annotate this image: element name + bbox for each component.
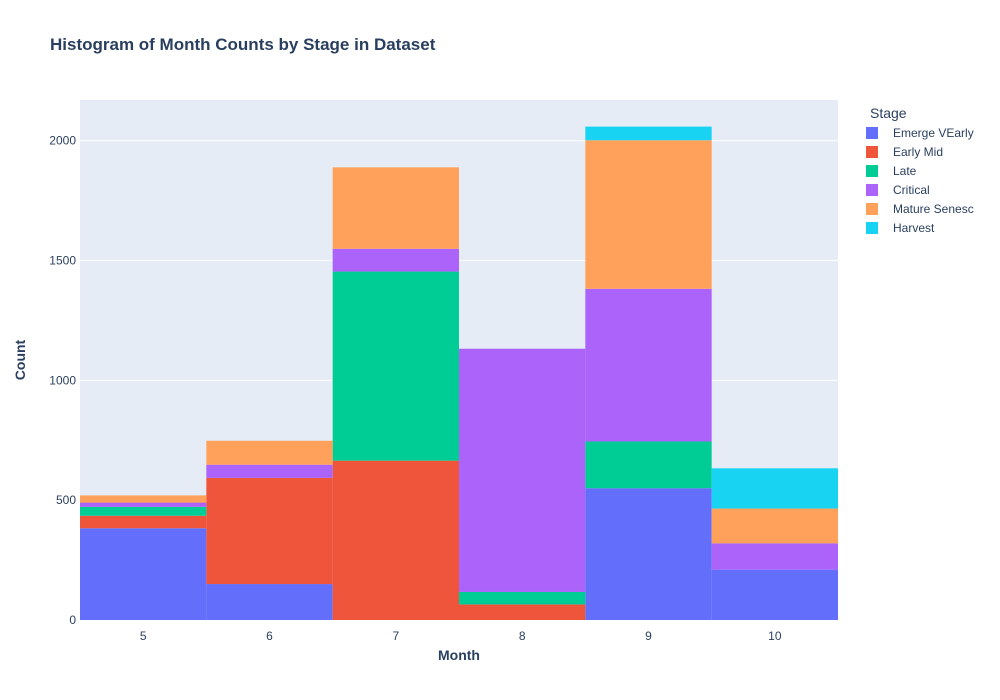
x-tick-label: 6 (266, 629, 273, 643)
legend-label: Mature Senesc (893, 202, 974, 216)
legend-swatch (866, 222, 878, 234)
y-tick-label: 500 (56, 493, 76, 507)
y-tick-label: 1000 (49, 373, 76, 387)
bar-segment[interactable] (585, 126, 712, 141)
bar-segment[interactable] (332, 460, 459, 620)
legend-item[interactable]: Late (866, 164, 917, 178)
bar-segment[interactable] (332, 167, 459, 249)
legend-item[interactable]: Early Mid (866, 145, 943, 159)
y-tick-label: 1500 (49, 254, 76, 268)
legend-label: Early Mid (893, 145, 943, 159)
bar-segment[interactable] (332, 271, 459, 461)
bar-layer (80, 126, 838, 620)
bar-segment[interactable] (585, 288, 712, 442)
legend-label: Emerge VEarly (893, 126, 974, 140)
x-tick-label: 10 (768, 629, 782, 643)
legend-item[interactable]: Harvest (866, 221, 935, 235)
legend-swatch (866, 146, 878, 158)
bar-segment[interactable] (80, 528, 207, 620)
bar-segment[interactable] (80, 515, 207, 529)
legend[interactable]: Emerge VEarly Early Mid Late Critical Mature… (866, 126, 974, 235)
legend-item[interactable]: Critical (866, 183, 930, 197)
bar-segment[interactable] (459, 348, 586, 592)
x-tick-label: 5 (140, 629, 147, 643)
bar-segment[interactable] (585, 488, 712, 620)
bar-segment[interactable] (585, 441, 712, 489)
y-axis-title: Count (12, 339, 28, 380)
x-tick-labels: 5 6 7 8 9 10 (140, 629, 782, 643)
bar-segment[interactable] (711, 468, 838, 509)
bar-segment[interactable] (459, 591, 586, 605)
legend-label: Late (893, 164, 917, 178)
legend-swatch (866, 127, 878, 139)
bar-segment[interactable] (80, 495, 207, 503)
legend-item[interactable]: Emerge VEarly (866, 126, 974, 140)
bar-segment[interactable] (711, 543, 838, 570)
bar-segment[interactable] (585, 140, 712, 289)
x-tick-label: 8 (519, 629, 526, 643)
bar-segment[interactable] (459, 604, 586, 620)
bar-segment[interactable] (206, 584, 333, 620)
x-tick-label: 7 (392, 629, 399, 643)
y-tick-label: 2000 (49, 134, 76, 148)
bar-segment[interactable] (332, 248, 459, 272)
legend-swatch (866, 184, 878, 196)
bar-segment[interactable] (206, 440, 333, 465)
x-tick-label: 9 (645, 629, 652, 643)
legend-label: Harvest (893, 221, 935, 235)
y-tick-labels: 0 500 1000 1500 2000 (49, 134, 76, 627)
bar-segment[interactable] (711, 508, 838, 544)
y-tick-label: 0 (69, 613, 76, 627)
bar-segment[interactable] (206, 464, 333, 478)
legend-label: Critical (893, 183, 930, 197)
bar-segment[interactable] (206, 477, 333, 585)
legend-swatch (866, 203, 878, 215)
chart-title: Histogram of Month Counts by Stage in Da… (50, 35, 436, 54)
bar-segment[interactable] (80, 506, 207, 516)
legend-item[interactable]: Mature Senesc (866, 202, 974, 216)
bar-segment[interactable] (711, 569, 838, 620)
legend-title: Stage (870, 105, 907, 121)
x-axis-title: Month (438, 647, 480, 663)
legend-swatch (866, 165, 878, 177)
bar-segment[interactable] (80, 502, 207, 507)
